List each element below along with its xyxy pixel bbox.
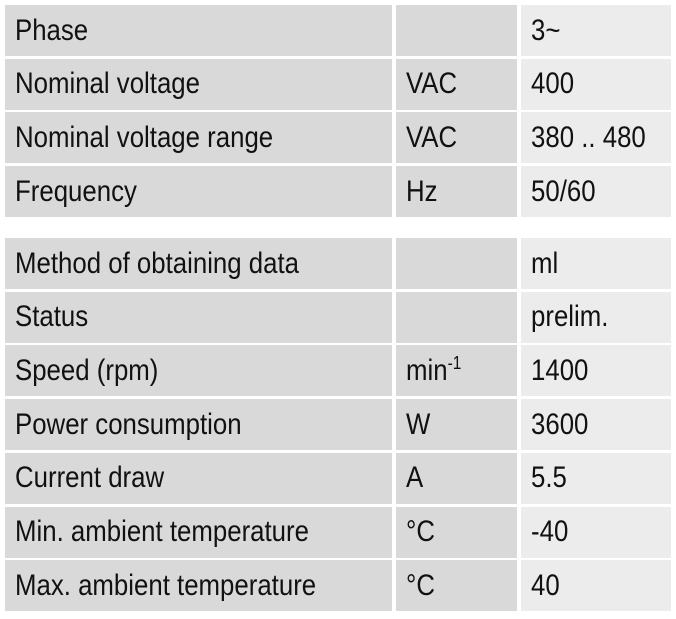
- unit-cell: min-1: [396, 345, 517, 397]
- value-text: 40: [531, 568, 560, 602]
- label-cell: Max. ambient temperature: [5, 560, 392, 612]
- label-text: Nominal voltage: [15, 67, 201, 101]
- label-text: Frequency: [15, 174, 137, 208]
- label-cell: Current draw: [5, 452, 392, 504]
- value-cell: 50/60: [521, 166, 671, 218]
- value-cell: prelim.: [521, 291, 671, 343]
- unit-cell: A: [396, 452, 517, 504]
- label-text: Status: [15, 300, 89, 334]
- unit-text: °C: [406, 515, 435, 548]
- value-text: prelim.: [531, 300, 609, 334]
- unit-cell: VAC: [396, 58, 517, 110]
- label-cell: Min. ambient temperature: [5, 506, 392, 558]
- unit-text: Hz: [406, 174, 438, 208]
- unit-text: A: [406, 461, 424, 495]
- label-text: Nominal voltage range: [15, 120, 274, 154]
- unit-cell: Hz: [396, 166, 517, 218]
- label-cell: Nominal voltage: [5, 58, 392, 110]
- value-cell: -40: [521, 506, 671, 558]
- unit-text: VAC: [406, 67, 458, 101]
- unit-text: W: [406, 407, 431, 441]
- value-cell: 3600: [521, 399, 671, 451]
- label-text: Power consumption: [15, 407, 242, 441]
- value-cell: ml: [521, 238, 671, 289]
- label-cell: Status: [5, 291, 392, 343]
- label-text: Current draw: [15, 461, 165, 495]
- unit-cell: [396, 5, 517, 56]
- unit-cell: °C: [396, 560, 517, 612]
- unit-text: VAC: [406, 120, 458, 154]
- label-cell: Speed (rpm): [5, 345, 392, 397]
- value-text: ml: [531, 246, 559, 280]
- label-text: Phase: [15, 13, 89, 47]
- label-cell: Power consumption: [5, 399, 392, 451]
- unit-text: °C: [406, 568, 435, 602]
- value-cell: 40: [521, 560, 671, 612]
- value-cell: 3~: [521, 5, 671, 56]
- label-cell: Method of obtaining data: [5, 238, 392, 289]
- unit-cell: W: [396, 399, 517, 451]
- value-text: 400: [531, 67, 575, 101]
- label-text: Min. ambient temperature: [15, 515, 309, 548]
- label-cell: Frequency: [5, 166, 392, 218]
- value-text: 50/60: [531, 174, 596, 208]
- unit-superscript: -1: [447, 353, 462, 374]
- value-cell: 400: [521, 58, 671, 110]
- value-cell: 380 .. 480: [521, 112, 671, 164]
- unit-text: min-1: [406, 353, 462, 388]
- unit-cell: °C: [396, 506, 517, 558]
- unit-cell: [396, 238, 517, 289]
- value-text: 3600: [531, 407, 589, 441]
- unit-cell: [396, 291, 517, 343]
- label-cell: Phase: [5, 5, 392, 56]
- label-text: Speed (rpm): [15, 353, 159, 387]
- value-text: 1400: [531, 353, 589, 387]
- label-text: Max. ambient temperature: [15, 568, 317, 602]
- value-text: 3~: [531, 13, 561, 47]
- value-cell: 1400: [521, 345, 671, 397]
- value-text: 380 .. 480: [531, 120, 646, 154]
- value-text: -40: [531, 515, 569, 548]
- unit-cell: VAC: [396, 112, 517, 164]
- label-cell: Nominal voltage range: [5, 112, 392, 164]
- value-cell: 5.5: [521, 452, 671, 504]
- value-text: 5.5: [531, 461, 567, 495]
- label-text: Method of obtaining data: [15, 246, 300, 280]
